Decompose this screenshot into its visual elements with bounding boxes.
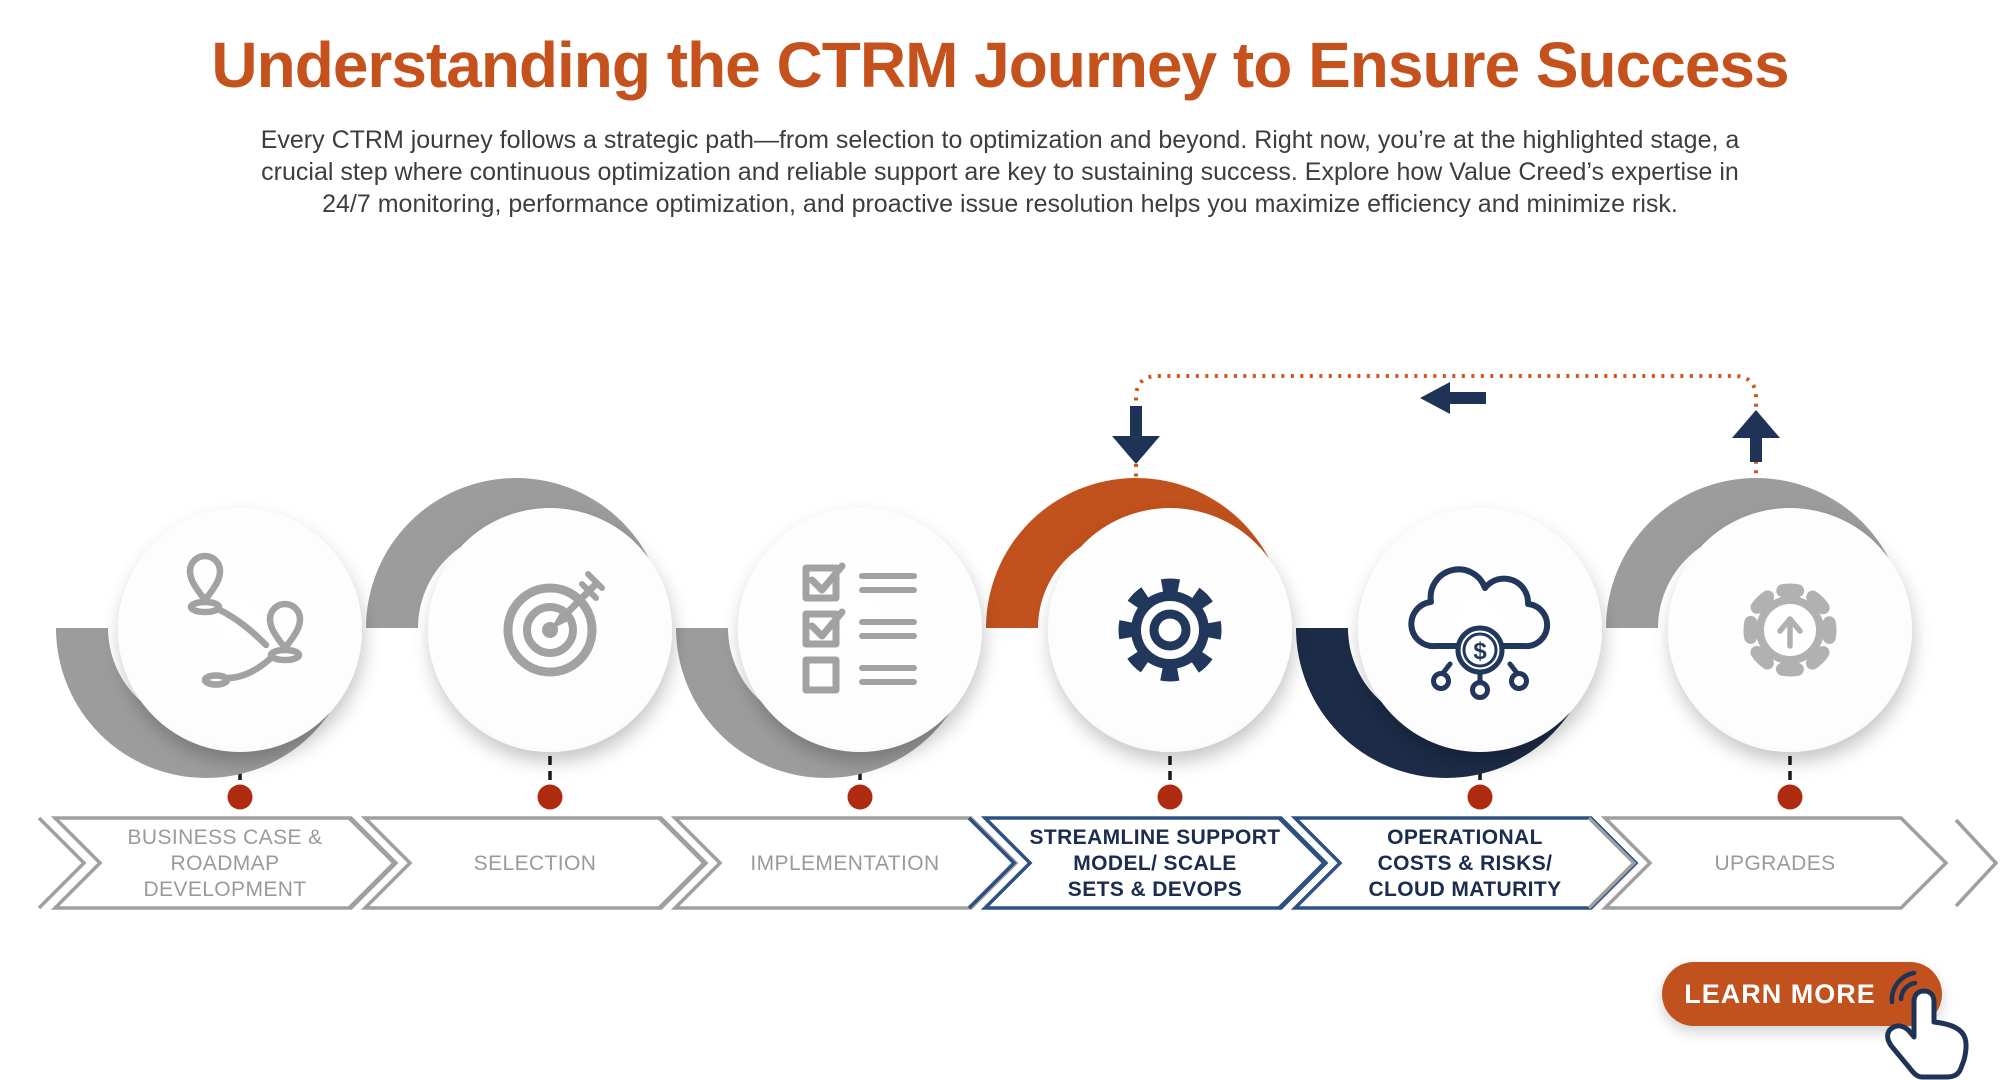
page-title: Understanding the CTRM Journey to Ensure… [211,29,1789,101]
chevron-upgrades [1600,816,1949,910]
learn-more-button[interactable]: LEARN MORE [1662,962,1942,1026]
target-icon [503,571,605,677]
stage-label-implementation: IMPLEMENTATION [750,852,940,875]
stage-circle-streamline-support [1048,508,1292,752]
stage-circle-business-case [118,508,362,752]
checklist-icon [802,562,917,694]
stage-label-operational-costs: OPERATIONAL COSTS & RISKS/CLOUD MATURITY [1368,826,1562,901]
subtitle-line: Every CTRM journey follows a strategic p… [260,126,1740,154]
stage-markers [227,784,1803,810]
stage-label-upgrades: UPGRADES [1714,852,1836,875]
stage-label-business-case: BUSINESS CASE & ROADMAP DEVELOPMENT [127,826,323,901]
loop-dotted-line [1134,374,1758,486]
stage-label-selection: SELECTION [473,852,597,875]
up-arrow-icon [1732,410,1780,462]
page-subtitle: Every CTRM journey follows a strategic p… [0,124,2000,220]
subtitle-line: 24/7 monitoring, performance optimizatio… [322,190,1678,218]
stage-chevron-band [37,816,1999,910]
stage-dot [537,784,563,810]
subtitle-line: crucial step where continuous optimizati… [261,158,1739,186]
route-map-icon [186,552,304,688]
stage-dot [227,784,253,810]
gear-icon [1118,578,1222,682]
stage-stems [238,756,1792,792]
stage-dot [847,784,873,810]
gear-up-arrow-icon [1743,583,1837,677]
dollar-glyph: $ [1473,638,1487,665]
learn-more-label: LEARN MORE [1684,978,1876,1009]
stage-dot [1777,784,1803,810]
down-arrow-icon [1112,406,1160,464]
stage-dot [1157,784,1183,810]
stage-label-streamline-support: STREAMLINE SUPPORT MODEL/ SCALE SETS & DEV… [1029,826,1281,901]
left-arrow-icon [1420,382,1486,414]
stage-dot [1467,784,1493,810]
cloud-dollar-icon: $ [1408,566,1551,700]
stage-circle-implementation [738,508,982,752]
